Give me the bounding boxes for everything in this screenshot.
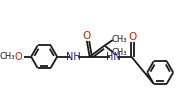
Text: HN: HN	[106, 52, 121, 62]
Text: CH₃: CH₃	[112, 48, 127, 57]
Text: CH₃: CH₃	[0, 52, 15, 61]
Text: CH₃: CH₃	[112, 36, 127, 45]
Text: O: O	[83, 31, 91, 41]
Text: O: O	[128, 32, 136, 42]
Text: NH: NH	[67, 52, 81, 62]
Text: O: O	[14, 52, 22, 62]
